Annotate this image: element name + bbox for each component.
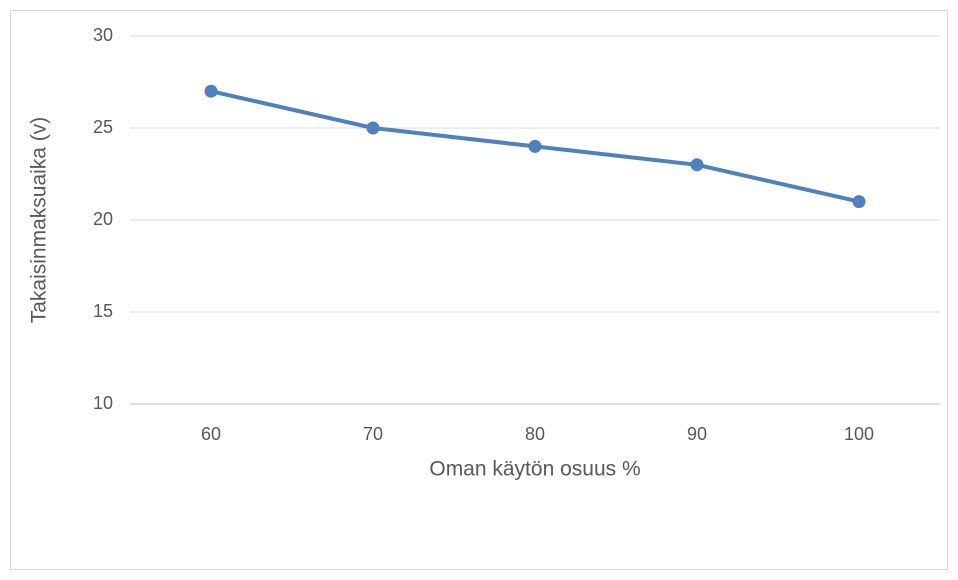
marker bbox=[690, 158, 704, 172]
marker bbox=[366, 121, 380, 135]
y-tick-label: 10 bbox=[93, 393, 113, 413]
y-tick-label: 30 bbox=[93, 25, 113, 45]
marker bbox=[528, 139, 542, 153]
x-tick-label: 90 bbox=[687, 424, 707, 444]
y-axis-title: Takaisinmaksuaika (v) bbox=[28, 117, 51, 324]
y-tick-label: 25 bbox=[93, 117, 113, 137]
marker bbox=[204, 84, 218, 98]
x-tick-label: 60 bbox=[201, 424, 221, 444]
x-tick-label: 70 bbox=[363, 424, 383, 444]
x-tick-label: 100 bbox=[844, 424, 874, 444]
y-tick-label: 15 bbox=[93, 301, 113, 321]
x-axis-title: Oman käytön osuus % bbox=[429, 458, 640, 481]
x-tick-label: 80 bbox=[525, 424, 545, 444]
chart-border bbox=[10, 10, 948, 570]
marker bbox=[852, 195, 866, 209]
y-tick-label: 20 bbox=[93, 209, 113, 229]
